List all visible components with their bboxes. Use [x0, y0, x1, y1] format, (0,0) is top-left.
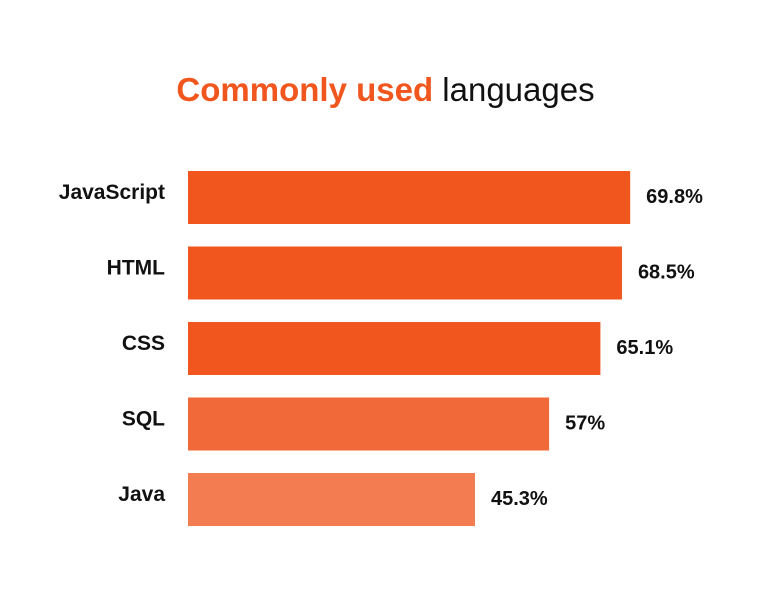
bar-html — [188, 246, 622, 300]
category-label: HTML — [107, 257, 165, 280]
bar-java — [188, 473, 475, 526]
chart-title: Commonly used languages — [0, 70, 771, 110]
value-label: 69.8% — [646, 186, 703, 208]
bar-sql — [188, 397, 550, 451]
value-label: 65.1% — [616, 337, 673, 359]
bar-css — [188, 322, 601, 375]
category-label: Java — [118, 483, 165, 506]
chart-title-accent: Commonly used — [176, 71, 434, 108]
bar-javascript — [188, 171, 631, 224]
chart-title-rest: languages — [442, 71, 595, 108]
category-label: JavaScript — [59, 181, 165, 204]
value-label: 57% — [565, 412, 605, 434]
category-label: CSS — [122, 332, 165, 355]
value-label: 45.3% — [491, 488, 548, 510]
category-label: SQL — [122, 408, 165, 431]
value-label: 68.5% — [638, 261, 695, 283]
